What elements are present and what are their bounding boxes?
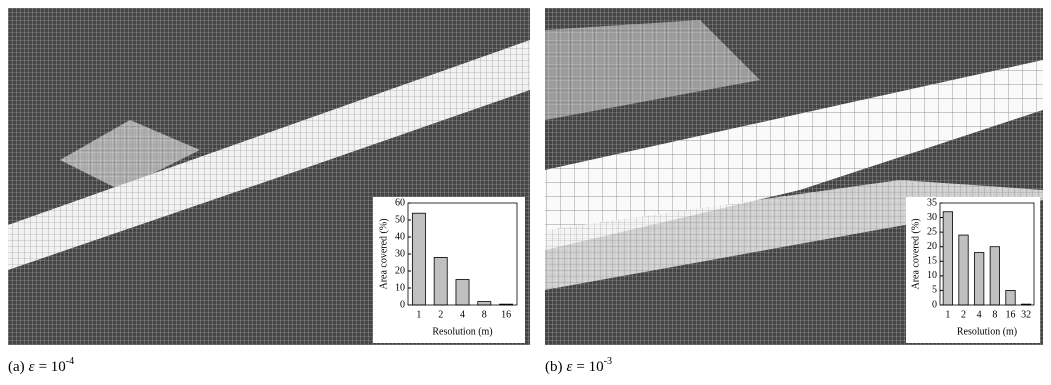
y-tick-label: 30 — [395, 248, 405, 259]
x-tick-label: 8 — [992, 309, 997, 320]
y-axis-label: Area covered (%) — [910, 218, 921, 289]
bar — [990, 247, 999, 305]
bar — [478, 302, 491, 305]
bar — [943, 212, 952, 305]
caption: (b)ε= 10-3 — [545, 356, 612, 375]
caption-relation: = 10 — [39, 359, 66, 375]
bar — [456, 280, 469, 306]
y-tick-label: 35 — [927, 197, 937, 208]
caption-label: (a) — [8, 359, 25, 375]
y-tick-label: 20 — [927, 241, 937, 252]
y-axis-label: Area covered (%) — [378, 218, 389, 289]
x-tick-label: 1 — [945, 309, 950, 320]
caption: (a)ε= 10-4 — [8, 356, 74, 375]
x-axis-label: Resolution (m) — [957, 326, 1017, 337]
bar — [974, 253, 983, 305]
y-tick-label: 50 — [395, 214, 405, 225]
y-tick-label: 15 — [927, 256, 937, 267]
caption-relation: = 10 — [576, 359, 603, 375]
caption-exponent: -4 — [66, 356, 74, 367]
y-tick-label: 30 — [927, 212, 937, 223]
x-tick-label: 2 — [438, 309, 443, 320]
y-tick-label: 20 — [395, 265, 405, 276]
y-tick-label: 40 — [395, 231, 405, 242]
x-tick-label: 4 — [460, 309, 465, 320]
bar — [959, 235, 968, 305]
x-tick-label: 8 — [482, 309, 487, 320]
x-tick-label: 2 — [961, 309, 966, 320]
x-tick-label: 16 — [501, 309, 511, 320]
bar — [412, 213, 425, 305]
x-tick-label: 32 — [1021, 309, 1031, 320]
caption-symbol: ε — [567, 359, 573, 375]
figure: 0102030405060124816Resolution (m)Area co… — [0, 0, 1051, 380]
caption-label: (b) — [545, 359, 563, 375]
x-tick-label: 16 — [1006, 309, 1016, 320]
caption-symbol: ε — [29, 359, 35, 375]
x-tick-label: 4 — [977, 309, 982, 320]
caption-exponent: -3 — [604, 356, 612, 367]
y-tick-label: 5 — [932, 285, 937, 296]
y-tick-label: 0 — [932, 299, 937, 310]
y-tick-label: 25 — [927, 226, 937, 237]
y-tick-label: 0 — [400, 299, 405, 310]
bar — [1006, 290, 1015, 305]
y-tick-label: 10 — [927, 270, 937, 281]
y-tick-label: 60 — [395, 197, 405, 208]
bar — [434, 257, 447, 305]
x-axis-label: Resolution (m) — [432, 326, 492, 337]
y-tick-label: 10 — [395, 282, 405, 293]
x-tick-label: 1 — [416, 309, 421, 320]
